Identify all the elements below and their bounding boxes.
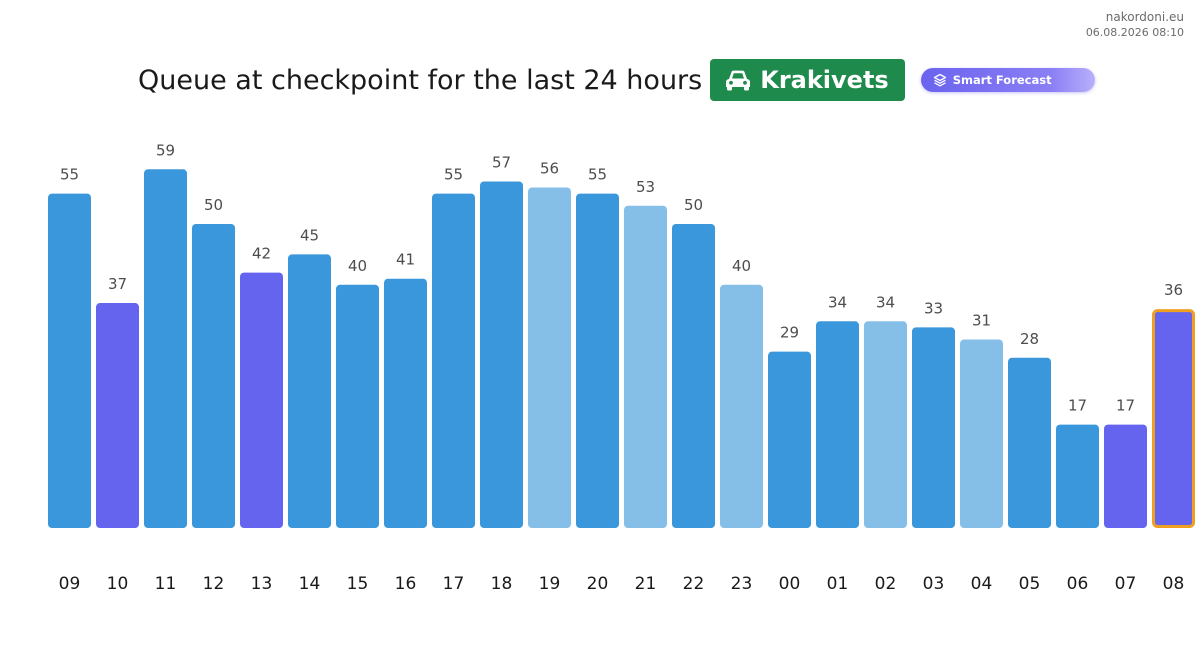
site-domain: nakordoni.eu <box>1105 10 1184 24</box>
bar-02[interactable] <box>864 321 907 528</box>
bar-05[interactable] <box>1008 357 1051 528</box>
x-tick-23: 23 <box>731 574 753 594</box>
value-label-05: 28 <box>1020 330 1039 348</box>
checkpoint-name: Krakivets <box>760 66 889 94</box>
x-tick-16: 16 <box>395 574 417 594</box>
car-icon <box>726 70 751 91</box>
bar-08[interactable] <box>1152 309 1195 528</box>
bar-22[interactable] <box>672 224 715 528</box>
value-label-23: 40 <box>732 257 751 275</box>
value-label-22: 50 <box>684 196 703 214</box>
bar-17[interactable] <box>432 193 475 528</box>
value-label-09: 55 <box>60 166 79 184</box>
bar-13[interactable] <box>240 272 283 528</box>
chart-title: Queue at checkpoint for the last 24 hour… <box>138 64 703 96</box>
value-label-00: 29 <box>780 324 799 342</box>
x-tick-06: 06 <box>1067 574 1089 594</box>
x-tick-08: 08 <box>1163 574 1185 594</box>
bar-09[interactable] <box>48 193 91 528</box>
x-tick-07: 07 <box>1115 574 1137 594</box>
site-info: nakordoni.eu 06.08.2026 08:10 <box>1086 9 1184 40</box>
report-datetime: 06.08.2026 08:10 <box>1085 26 1184 39</box>
value-label-19: 56 <box>540 160 559 178</box>
x-tick-17: 17 <box>443 574 465 594</box>
value-label-18: 57 <box>492 153 511 171</box>
bar-03[interactable] <box>912 327 955 528</box>
bar-01[interactable] <box>816 321 859 528</box>
bar-21[interactable] <box>624 205 667 528</box>
value-label-21: 53 <box>636 178 655 196</box>
bar-18[interactable] <box>480 181 523 528</box>
x-tick-19: 19 <box>539 574 561 594</box>
x-tick-12: 12 <box>203 574 225 594</box>
value-label-12: 50 <box>204 196 223 214</box>
x-tick-04: 04 <box>971 574 993 594</box>
bar-15[interactable] <box>336 284 379 528</box>
value-label-01: 34 <box>828 293 847 311</box>
bar-20[interactable] <box>576 193 619 528</box>
chart-header: Queue at checkpoint for the last 24 hour… <box>138 59 1095 101</box>
x-tick-13: 13 <box>251 574 273 594</box>
x-tick-09: 09 <box>59 574 81 594</box>
value-label-14: 45 <box>300 226 319 244</box>
bar-14[interactable] <box>288 254 331 528</box>
checkpoint-badge[interactable]: Krakivets <box>710 59 905 101</box>
value-label-07: 17 <box>1116 397 1135 415</box>
value-label-10: 37 <box>108 275 127 293</box>
value-label-13: 42 <box>252 245 271 263</box>
value-label-03: 33 <box>924 299 943 317</box>
value-label-11: 59 <box>156 141 175 159</box>
x-tick-11: 11 <box>155 574 177 594</box>
bar-11[interactable] <box>144 169 187 528</box>
bar-04[interactable] <box>960 339 1003 528</box>
x-tick-05: 05 <box>1019 574 1041 594</box>
value-label-17: 55 <box>444 166 463 184</box>
x-tick-03: 03 <box>923 574 945 594</box>
x-tick-02: 02 <box>875 574 897 594</box>
value-label-08: 36 <box>1164 281 1183 299</box>
value-label-15: 40 <box>348 257 367 275</box>
bar-00[interactable] <box>768 351 811 528</box>
value-label-02: 34 <box>876 293 895 311</box>
x-tick-14: 14 <box>299 574 321 594</box>
x-tick-15: 15 <box>347 574 369 594</box>
x-tick-22: 22 <box>683 574 705 594</box>
bar-07[interactable] <box>1104 424 1147 528</box>
x-tick-21: 21 <box>635 574 657 594</box>
bar-19[interactable] <box>528 187 571 528</box>
layers-icon <box>933 73 946 87</box>
value-label-06: 17 <box>1068 397 1087 415</box>
smart-forecast-label: Smart Forecast <box>952 73 1052 87</box>
bar-23[interactable] <box>720 284 763 528</box>
x-tick-20: 20 <box>587 574 609 594</box>
bar-12[interactable] <box>192 224 235 528</box>
x-tick-18: 18 <box>491 574 513 594</box>
value-label-20: 55 <box>588 166 607 184</box>
x-tick-00: 00 <box>779 574 801 594</box>
value-label-04: 31 <box>972 312 991 330</box>
bar-10[interactable] <box>96 303 139 528</box>
bar-06[interactable] <box>1056 424 1099 528</box>
smart-forecast-button[interactable]: Smart Forecast <box>920 68 1095 92</box>
x-tick-10: 10 <box>107 574 129 594</box>
value-label-16: 41 <box>396 251 415 269</box>
x-tick-01: 01 <box>827 574 849 594</box>
bar-16[interactable] <box>384 278 427 528</box>
